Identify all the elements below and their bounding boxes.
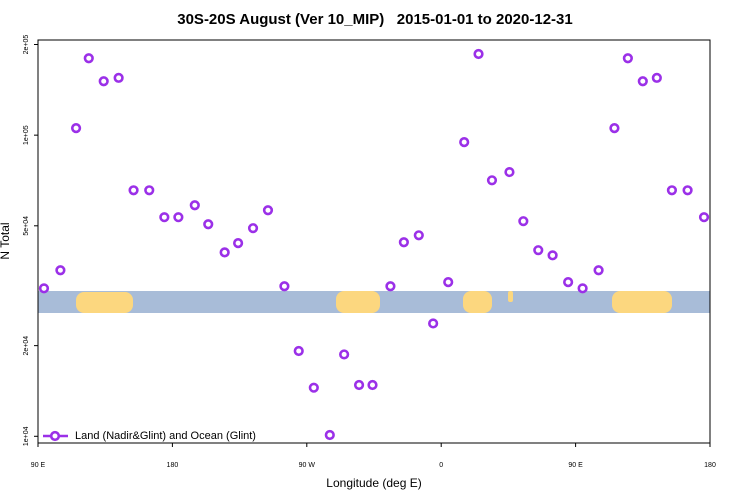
y-tick-label: 5e+04	[23, 216, 30, 236]
x-axis-label: Longitude (deg E)	[326, 476, 421, 490]
point	[308, 382, 319, 393]
point	[128, 185, 139, 196]
point	[459, 137, 470, 148]
point	[219, 247, 230, 258]
point	[173, 212, 184, 223]
point	[247, 223, 259, 234]
point	[144, 185, 155, 196]
point	[339, 349, 350, 360]
legend-marker	[49, 430, 61, 442]
point	[324, 429, 335, 441]
y-tick-label: 1e+04	[23, 426, 30, 446]
point	[233, 238, 244, 249]
point	[385, 281, 396, 292]
point	[518, 216, 529, 227]
point	[666, 185, 678, 196]
y-tick-label: 2e+05	[23, 35, 30, 55]
point	[189, 200, 200, 211]
point	[113, 72, 124, 83]
point	[98, 76, 109, 87]
map-strip	[38, 291, 710, 313]
point	[70, 123, 82, 134]
x-tick-label: 180	[704, 462, 716, 469]
point	[682, 185, 693, 196]
point	[486, 175, 498, 186]
x-tick-label: 0	[439, 462, 443, 469]
point	[38, 283, 50, 294]
land	[76, 292, 133, 313]
x-tick-label: 90 E	[31, 462, 46, 469]
point	[443, 277, 454, 288]
point	[279, 281, 290, 292]
point	[473, 48, 484, 60]
point	[159, 212, 170, 223]
point	[593, 265, 604, 276]
legend-label: Land (Nadir&Glint) and Ocean (Glint)	[75, 430, 256, 442]
point	[698, 212, 710, 223]
point	[353, 379, 365, 391]
point	[622, 53, 633, 64]
land	[508, 291, 513, 302]
x-tick-label: 90 W	[299, 462, 316, 469]
point	[609, 123, 620, 134]
point	[577, 283, 588, 294]
plot-frame	[37, 39, 711, 444]
y-axis-label: N Total	[0, 222, 12, 259]
point	[547, 250, 558, 261]
point	[293, 345, 304, 357]
point	[83, 53, 94, 64]
chart-title: 30S-20S August (Ver 10_MIP) 2015-01-01 t…	[177, 11, 572, 28]
point	[55, 265, 66, 276]
point	[533, 245, 544, 256]
y-tick-label: 2e+04	[23, 336, 30, 356]
point	[637, 76, 648, 87]
point	[398, 237, 409, 248]
point	[651, 72, 662, 83]
land	[463, 291, 492, 313]
x-tick-label: 180	[167, 462, 179, 469]
point	[504, 166, 515, 178]
x-tick-label: 90 E	[568, 462, 583, 469]
point	[563, 277, 574, 288]
point	[413, 230, 424, 241]
land	[336, 291, 380, 313]
y-tick-label: 1e+05	[23, 125, 30, 145]
point	[428, 318, 439, 329]
point	[262, 205, 274, 216]
point	[203, 219, 214, 230]
land	[612, 291, 672, 313]
point	[367, 379, 378, 391]
